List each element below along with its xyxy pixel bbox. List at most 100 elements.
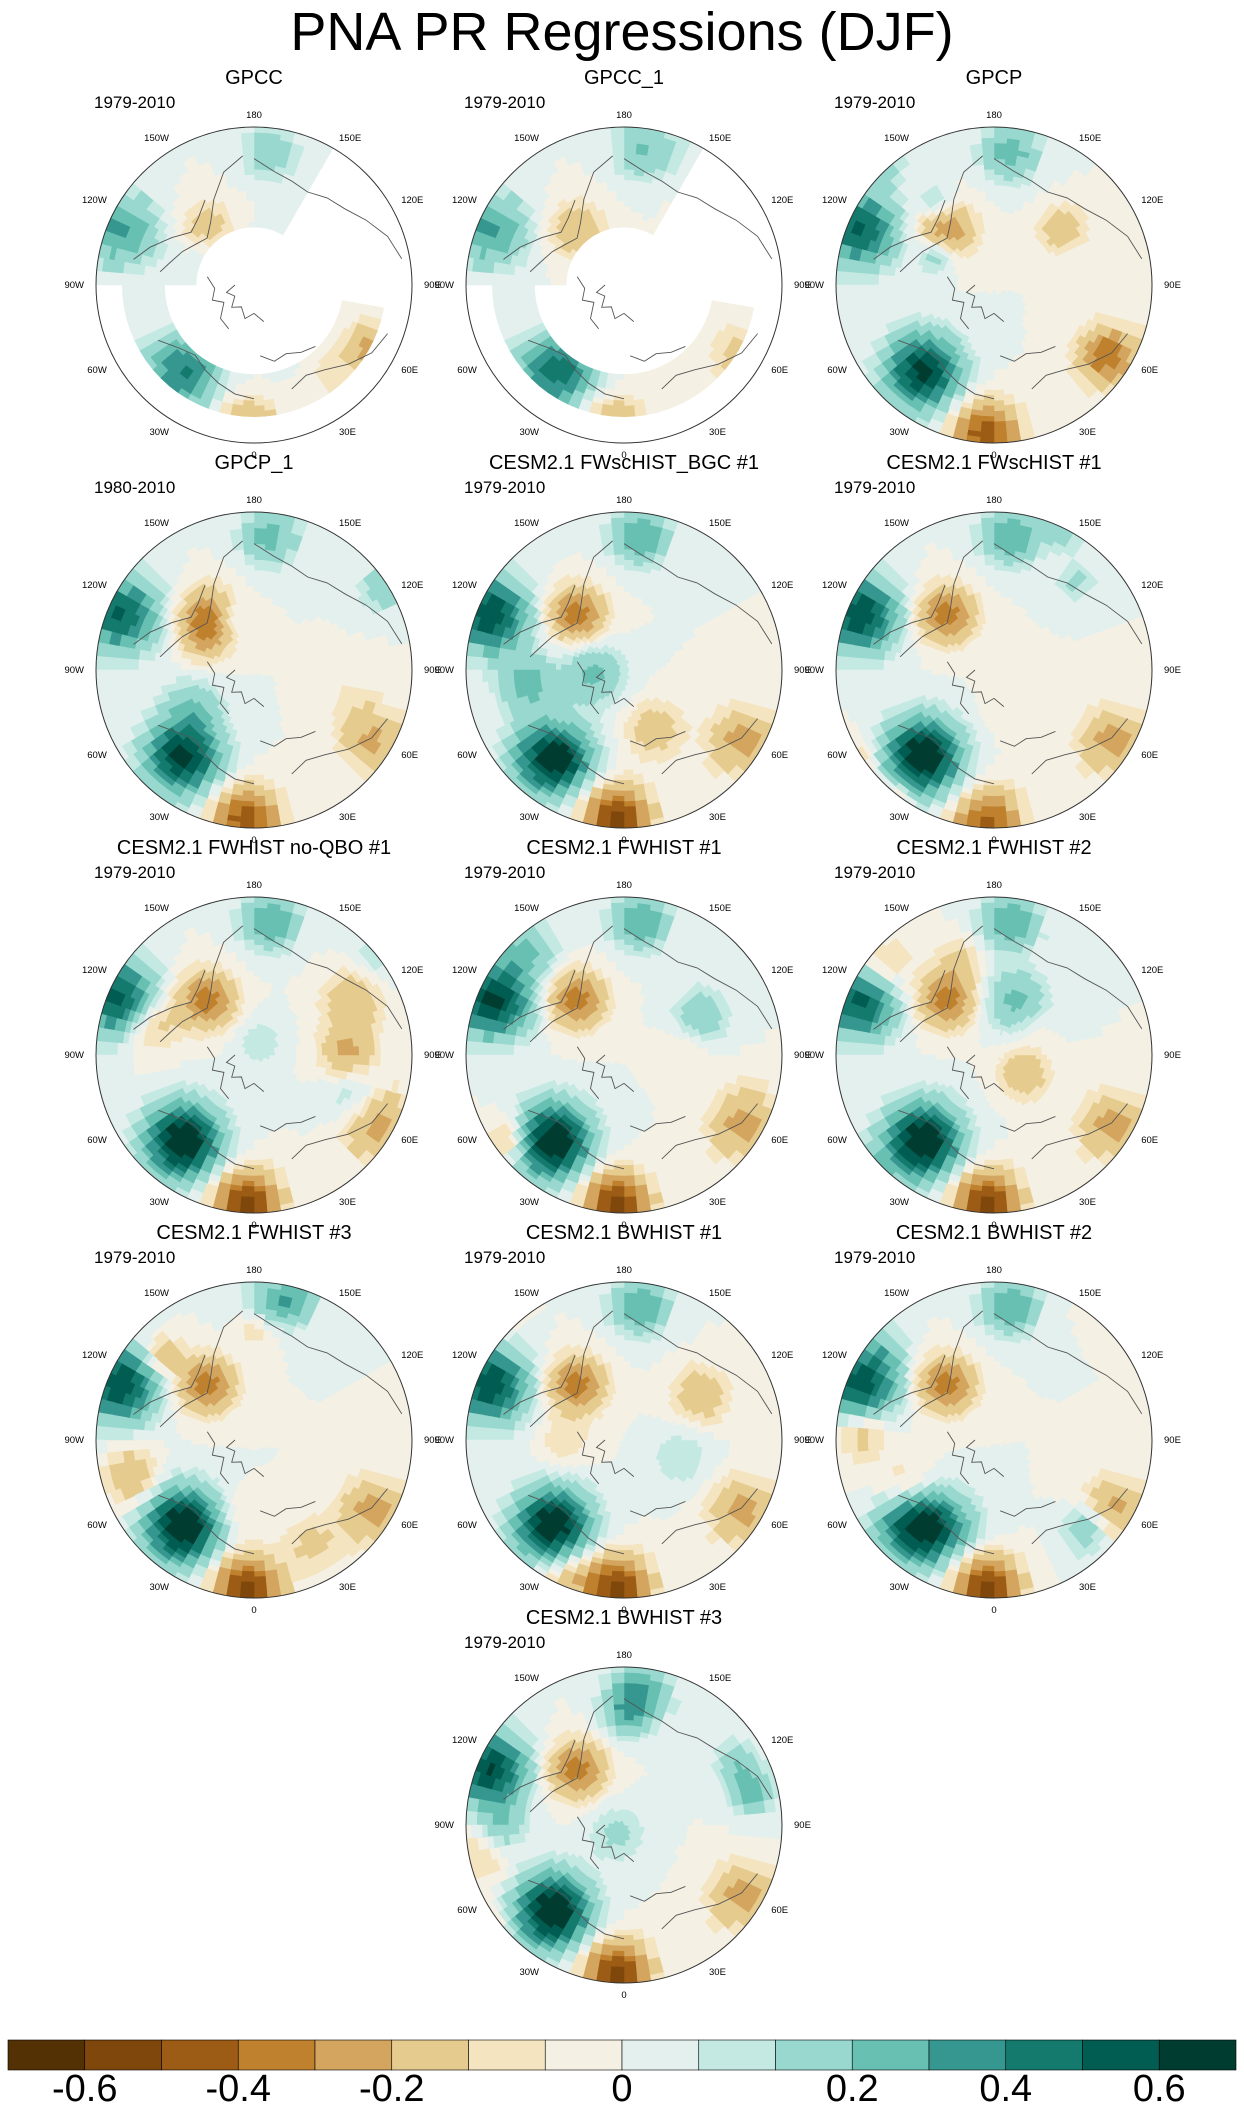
longitude-label: 30E — [339, 1582, 356, 1593]
longitude-label: 150E — [1079, 133, 1101, 144]
longitude-label: 60E — [401, 365, 418, 376]
longitude-label: 120W — [82, 580, 107, 591]
longitude-label: 150E — [1079, 1288, 1101, 1299]
colorbar-swatch — [315, 2040, 392, 2070]
longitude-label: 90W — [64, 665, 84, 676]
longitude-label: 60W — [827, 750, 847, 761]
colorbar-swatch — [545, 2040, 622, 2070]
longitude-label: 60W — [87, 1520, 107, 1531]
colorbar-swatch — [1159, 2040, 1236, 2070]
longitude-label: 150E — [709, 1288, 731, 1299]
longitude-label: 90W — [804, 280, 824, 291]
longitude-label: 150W — [144, 903, 169, 914]
longitude-label: 150E — [339, 1288, 361, 1299]
colorbar-swatch — [622, 2040, 699, 2070]
longitude-label: 90E — [1164, 280, 1181, 291]
longitude-label: 90W — [64, 1050, 84, 1061]
longitude-label: 180 — [616, 1650, 632, 1661]
longitude-label: 120E — [771, 580, 793, 591]
panel-title: CESM2.1 BWHIST #1 — [444, 1222, 804, 1245]
longitude-label: 90E — [1164, 665, 1181, 676]
longitude-label: 150W — [884, 903, 909, 914]
longitude-label: 60W — [87, 365, 107, 376]
longitude-label: 30W — [889, 1582, 909, 1593]
longitude-label: 90W — [804, 1050, 824, 1061]
panel-title: CESM2.1 FWHIST #1 — [444, 837, 804, 860]
longitude-label: 150E — [1079, 903, 1101, 914]
longitude-label: 0 — [991, 1605, 996, 1616]
longitude-label: 120W — [82, 1350, 107, 1361]
longitude-label: 120E — [771, 1735, 793, 1746]
longitude-label: 60W — [457, 750, 477, 761]
longitude-label: 30E — [709, 1197, 726, 1208]
longitude-label: 30E — [709, 1582, 726, 1593]
longitude-label: 150W — [144, 1288, 169, 1299]
colorbar-swatch — [699, 2040, 776, 2070]
longitude-label: 90W — [434, 1050, 454, 1061]
longitude-label: 30W — [889, 427, 909, 438]
longitude-label: 180 — [616, 1265, 632, 1276]
longitude-label: 30W — [889, 1197, 909, 1208]
longitude-label: 60E — [1141, 750, 1158, 761]
colorbar-tick-label: 0 — [611, 2068, 632, 2111]
longitude-label: 30E — [709, 427, 726, 438]
longitude-label: 150E — [339, 133, 361, 144]
colorbar-swatch — [469, 2040, 546, 2070]
colorbar-swatch — [8, 2040, 85, 2070]
longitude-label: 180 — [616, 495, 632, 506]
longitude-label: 30W — [149, 427, 169, 438]
longitude-label: 30E — [1079, 427, 1096, 438]
longitude-label: 60E — [771, 1520, 788, 1531]
longitude-label: 60W — [457, 365, 477, 376]
colorbar-swatch — [929, 2040, 1006, 2070]
longitude-label: 120E — [401, 1350, 423, 1361]
longitude-label: 120W — [822, 1350, 847, 1361]
longitude-label: 90E — [1164, 1050, 1181, 1061]
colorbar-swatch — [1083, 2040, 1160, 2070]
longitude-label: 120E — [401, 965, 423, 976]
longitude-label: 60E — [401, 1135, 418, 1146]
longitude-label: 90W — [64, 280, 84, 291]
longitude-label: 60W — [827, 365, 847, 376]
panel-title: GPCP_1 — [74, 452, 434, 475]
colorbar-tick-label: 0.4 — [979, 2068, 1032, 2111]
longitude-label: 60W — [827, 1520, 847, 1531]
longitude-label: 90W — [434, 280, 454, 291]
longitude-label: 60W — [457, 1520, 477, 1531]
longitude-label: 120W — [452, 1350, 477, 1361]
panel-title: GPCC_1 — [444, 67, 804, 90]
colorbar-swatch — [162, 2040, 239, 2070]
longitude-label: 120E — [1141, 195, 1163, 206]
longitude-label: 180 — [986, 110, 1002, 121]
longitude-label: 30W — [149, 1197, 169, 1208]
longitude-label: 30E — [339, 427, 356, 438]
longitude-label: 30W — [519, 812, 539, 823]
colorbar-swatch — [1006, 2040, 1083, 2070]
longitude-label: 120W — [452, 580, 477, 591]
longitude-label: 60W — [87, 750, 107, 761]
longitude-label: 60W — [457, 1905, 477, 1916]
panel-title: CESM2.1 FWHIST #2 — [814, 837, 1174, 860]
longitude-label: 60E — [771, 365, 788, 376]
longitude-label: 90W — [434, 665, 454, 676]
longitude-label: 30E — [709, 1967, 726, 1978]
longitude-label: 120W — [822, 580, 847, 591]
longitude-label: 30E — [1079, 1582, 1096, 1593]
longitude-label: 180 — [616, 110, 632, 121]
longitude-label: 0 — [621, 1990, 626, 2001]
colorbar-swatch — [392, 2040, 469, 2070]
longitude-label: 90E — [794, 1820, 811, 1831]
longitude-label: 120E — [1141, 965, 1163, 976]
longitude-label: 60E — [771, 1135, 788, 1146]
longitude-label: 150W — [144, 518, 169, 529]
